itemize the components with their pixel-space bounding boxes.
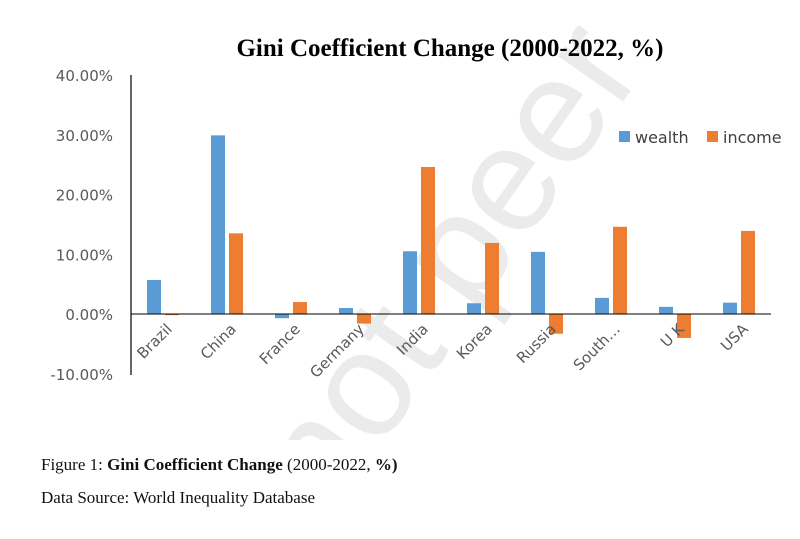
caption-paren: ( (282, 455, 293, 474)
x-tick-label: Russia (513, 320, 560, 367)
bar-income-russia (549, 314, 563, 334)
legend: wealth income (619, 128, 782, 147)
legend-label-income: income (723, 128, 782, 147)
bar-wealth-south (595, 297, 609, 314)
figure-caption: Figure 1: Gini Coefficient Change (2000-… (41, 455, 398, 475)
bar-wealth-brazil (147, 279, 161, 314)
watermark: not peer (219, 0, 672, 440)
bar-wealth-france (275, 314, 289, 319)
chart-title: Gini Coefficient Change (2000-2022, %) (236, 35, 663, 62)
x-tick-label: China (197, 320, 240, 363)
bar-income-korea (485, 242, 499, 314)
bar-wealth-uk (659, 306, 673, 314)
x-tick-label: South… (570, 320, 624, 374)
legend-label-wealth: wealth (635, 128, 689, 147)
bar-chart: not peer Gini Coefficient Change (2000-2… (50, 0, 782, 440)
bar-income-usa (741, 230, 755, 314)
x-tick-label: Brazil (134, 320, 176, 362)
y-tick-label: 20.00% (56, 187, 113, 205)
bar-income-south (613, 226, 627, 314)
legend-swatch-wealth (619, 131, 630, 142)
bar-wealth-usa (723, 302, 737, 314)
y-tick-label: -10.00% (50, 366, 113, 384)
figure-label: Figure 1: (41, 455, 108, 474)
bar-wealth-china (211, 135, 225, 314)
x-tick-label: USA (717, 320, 752, 355)
bar-income-germany (357, 314, 371, 324)
bar-income-india (421, 167, 435, 314)
legend-swatch-income (707, 131, 718, 142)
y-tick-label: 40.00% (56, 67, 113, 85)
data-source: Data Source: World Inequality Database (41, 488, 316, 507)
y-tick-label: 30.00% (56, 127, 113, 145)
bar-income-france (293, 302, 307, 314)
bar-wealth-korea (467, 303, 481, 314)
bar-income-brazil (165, 314, 179, 316)
y-tick-label: 0.00% (65, 306, 113, 324)
caption-title: Gini Coefficient Change (107, 455, 283, 474)
bar-income-china (229, 233, 243, 314)
caption-years: 2000-2022, (292, 455, 375, 474)
caption-percent: %) (374, 455, 398, 474)
bar-income-uk (677, 314, 691, 338)
y-tick-label: 10.00% (56, 246, 113, 264)
bar-wealth-india (403, 251, 417, 314)
bar-wealth-germany (339, 308, 353, 314)
bar-wealth-russia (531, 251, 545, 314)
